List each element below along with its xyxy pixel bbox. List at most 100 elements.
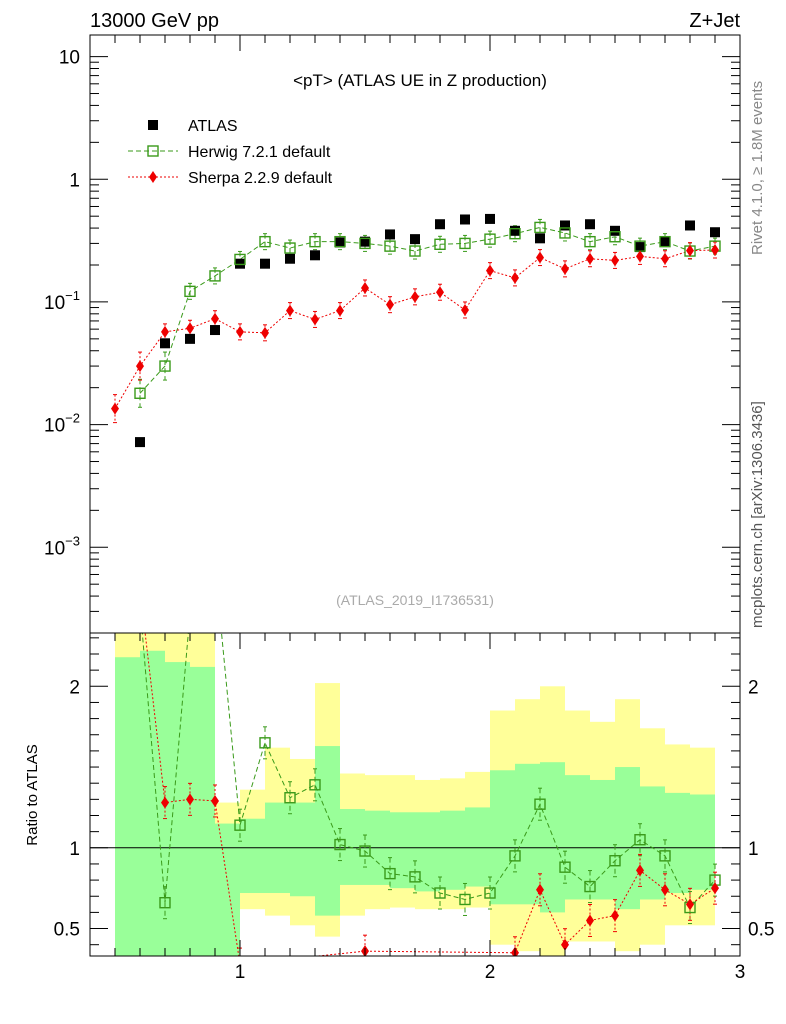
herwig-point (409, 245, 421, 257)
uncertainty-band-inner (640, 786, 665, 900)
ratio-y-tick-label-right: 2 (748, 677, 759, 698)
uncertainty-band-inner (190, 666, 215, 956)
herwig-point (559, 227, 571, 239)
herwig-ratio-point (159, 897, 171, 909)
uncertainty-band-inner (515, 763, 540, 905)
sherpa-point (486, 264, 494, 277)
uncertainty-band-inner (140, 650, 165, 956)
sherpa-point (561, 262, 569, 275)
herwig-point (459, 237, 471, 250)
sherpa-point (211, 312, 219, 325)
herwig-point (184, 285, 196, 298)
herwig-point (609, 231, 621, 243)
sherpa-ratio-point (611, 909, 619, 922)
uncertainty-band-inner (290, 802, 315, 897)
herwig-ratio-point (484, 887, 496, 899)
herwig-ratio-point (234, 819, 246, 831)
herwig-ratio-point (584, 880, 596, 893)
analysis-watermark: (ATLAS_2019_I1736531) (336, 592, 494, 608)
herwig-point (134, 387, 146, 399)
herwig-ratio-point (185, 609, 195, 619)
uncertainty-band-inner (590, 779, 615, 900)
atlas-point (535, 233, 545, 244)
sherpa-point (261, 326, 269, 339)
y-tick-label: 1 (69, 170, 80, 191)
herwig-point (309, 235, 321, 248)
sherpa-ratio-point (161, 796, 169, 809)
herwig-ratio-point (359, 845, 371, 857)
herwig-point (159, 360, 171, 372)
atlas-point (160, 338, 170, 349)
mcplots-label: mcplots.cern.ch [arXiv:1306.3436] (749, 401, 766, 628)
sherpa-point (186, 322, 194, 335)
atlas-legend-label: ATLAS (188, 118, 238, 135)
herwig-ratio-line (141, 633, 716, 909)
sherpa-ratio-point (111, 422, 119, 434)
uncertainty-band-inner (465, 807, 490, 887)
herwig-ratio-point (384, 867, 396, 880)
sherpa-legend-label: Sherpa 2.2.9 default (188, 170, 333, 187)
herwig-ratio-point (534, 798, 546, 810)
atlas-point (235, 258, 245, 269)
herwig-ratio-point (259, 737, 271, 749)
atlas-point (560, 220, 570, 231)
y-tick-label: 10−1 (44, 288, 80, 314)
herwig-ratio-point (509, 850, 521, 862)
sherpa-ratio-point (561, 938, 569, 951)
herwig-point (284, 242, 296, 254)
sherpa-point (686, 244, 694, 257)
atlas-point (660, 236, 670, 247)
uncertainty-band-inner (565, 775, 590, 900)
x-tick-label: 2 (485, 962, 496, 983)
atlas-point (685, 220, 695, 231)
uncertainty-band-inner (415, 812, 440, 892)
ratio-y-tick-label: 2 (69, 677, 80, 698)
herwig-point (509, 227, 521, 240)
legend: ATLAS Herwig 7.2.1 default Sherpa 2.2.9 de… (128, 118, 333, 187)
main-plot-title: <pT> (ATLAS UE in Z production) (293, 71, 547, 90)
sherpa-legend-marker (149, 171, 157, 183)
herwig-legend-marker (147, 145, 159, 157)
sherpa-point (411, 290, 419, 303)
sherpa-point (161, 325, 169, 338)
herwig-ratio-point (334, 838, 346, 851)
herwig-point (234, 253, 246, 266)
herwig-ratio-point (135, 601, 145, 611)
herwig-ratio-point (434, 887, 446, 899)
sherpa-ratio-point (636, 864, 644, 877)
sherpa-point (336, 304, 344, 317)
ratio-y-tick-label: 0.5 (54, 920, 80, 941)
uncertainty-band-inner (490, 770, 515, 905)
herwig-legend-label: Herwig 7.2.1 default (188, 144, 331, 161)
sherpa-point (636, 250, 644, 263)
x-tick-label: 1 (235, 962, 246, 983)
herwig-ratio-point (210, 560, 220, 570)
herwig-point (484, 233, 496, 245)
sherpa-point (436, 286, 444, 299)
sherpa-point (386, 298, 394, 311)
atlas-point (260, 258, 270, 269)
header-left: 13000 GeV pp (90, 10, 219, 32)
herwig-point (659, 235, 671, 248)
sherpa-ratio-point (661, 883, 669, 896)
herwig-point (534, 221, 546, 234)
ratio-y-axis-label: Ratio to ATLAS (24, 744, 41, 845)
uncertainty-band-inner (315, 746, 340, 916)
header-right: Z+Jet (689, 10, 740, 32)
atlas-legend-marker (148, 120, 158, 130)
atlas-point (310, 250, 320, 261)
sherpa-line (114, 249, 716, 409)
ratio-y-tick-label-right: 1 (748, 839, 759, 860)
herwig-line (139, 226, 716, 394)
uncertainty-band-inner (240, 818, 265, 894)
sherpa-point (286, 304, 294, 317)
sherpa-ratio-point (536, 883, 544, 896)
atlas-point (360, 236, 370, 247)
atlas-point (460, 214, 470, 225)
herwig-ratio-point (659, 850, 671, 862)
uncertainty-band-inner (540, 762, 565, 913)
sherpa-point (236, 325, 244, 338)
rivet-version-label: Rivet 4.1.0, ≥ 1.8M events (749, 81, 766, 255)
uncertainty-band-inner (340, 809, 365, 885)
